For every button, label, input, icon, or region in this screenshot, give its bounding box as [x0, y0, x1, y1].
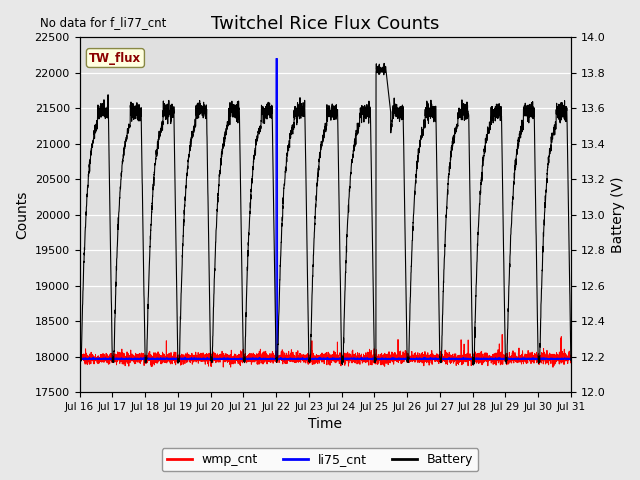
- Text: No data for f_li77_cnt: No data for f_li77_cnt: [40, 16, 166, 29]
- Legend: wmp_cnt, li75_cnt, Battery: wmp_cnt, li75_cnt, Battery: [162, 448, 478, 471]
- Y-axis label: Counts: Counts: [15, 191, 29, 239]
- Y-axis label: Battery (V): Battery (V): [611, 177, 625, 253]
- Text: TW_flux: TW_flux: [90, 51, 141, 64]
- X-axis label: Time: Time: [308, 418, 342, 432]
- Title: Twitchel Rice Flux Counts: Twitchel Rice Flux Counts: [211, 15, 440, 33]
